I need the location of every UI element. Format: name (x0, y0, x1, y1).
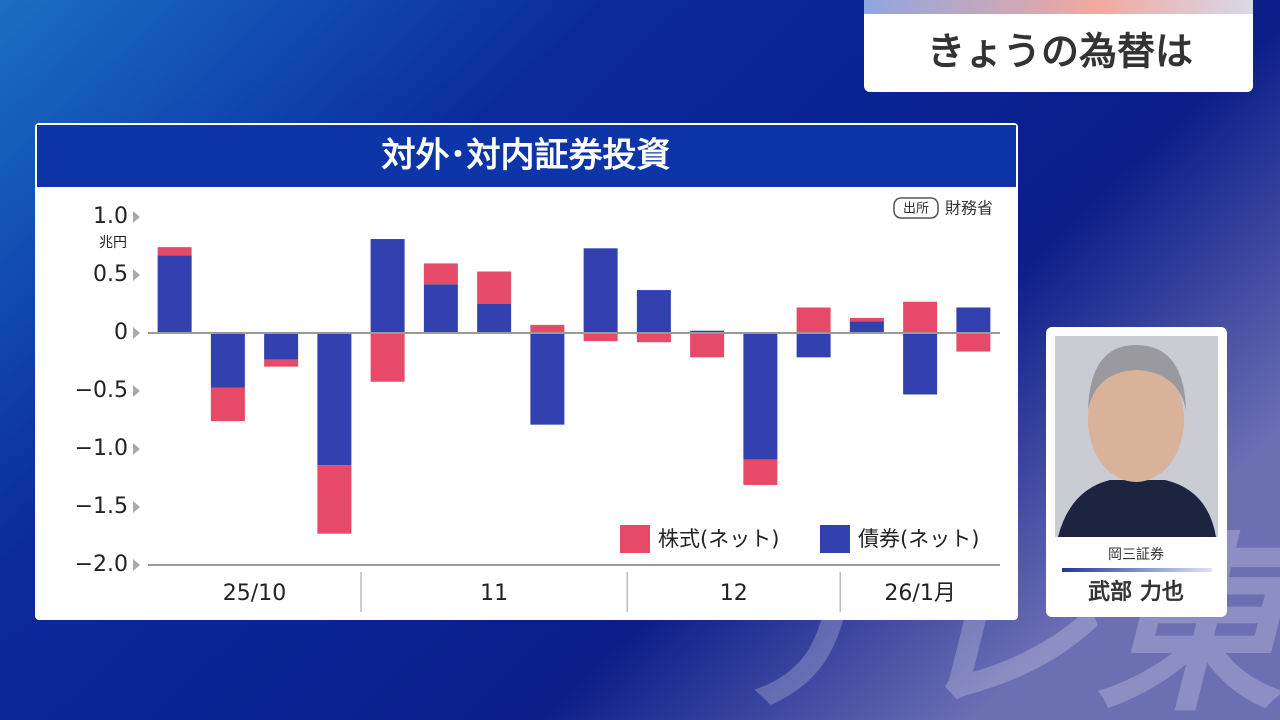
bar-segment (583, 248, 618, 333)
y-tick-label: −0.5 (75, 378, 128, 403)
bar-segment (157, 255, 192, 333)
bar-segment (956, 307, 991, 333)
source: 財務省 (945, 199, 993, 218)
bar-segment (583, 333, 618, 342)
bar-segment (530, 324, 565, 333)
bar-segment (370, 239, 405, 333)
x-group-label: 25/10 (223, 581, 286, 606)
bar-segment (317, 333, 352, 466)
y-tick-mark (133, 501, 140, 513)
chart-title: 対外･対内証券投資 (382, 136, 671, 176)
legend-swatch (820, 525, 850, 553)
bar-segment (157, 247, 192, 256)
bar-segment (264, 359, 299, 367)
source-tag: 出所 (903, 202, 929, 217)
bar-segment (956, 333, 991, 352)
y-tick-mark (133, 443, 140, 455)
bar-segment (690, 333, 725, 358)
header-box (864, 0, 1253, 92)
x-group-label: 26/1月 (884, 581, 955, 606)
x-group-label: 11 (480, 581, 508, 606)
person-name: 武部 力也 (1088, 579, 1184, 605)
y-tick-mark (133, 559, 140, 571)
x-group-label: 12 (720, 581, 748, 606)
y-tick-mark (133, 327, 140, 339)
source-tag-box (893, 197, 939, 219)
photo-suit (1058, 480, 1216, 537)
y-tick-mark (133, 269, 140, 281)
bar-segment (317, 465, 352, 534)
y-tick-label: −1.5 (75, 494, 128, 519)
bar-segment (636, 290, 671, 333)
name-line (1062, 568, 1212, 572)
bar-segment (690, 330, 725, 333)
bar-segment (423, 263, 458, 285)
bar-segment (849, 321, 884, 333)
legend-swatch (620, 525, 650, 553)
bar-segment (743, 333, 778, 460)
bar-segment (210, 387, 245, 422)
photo-face (1088, 358, 1184, 482)
legend-label: 株式(ネット) (658, 527, 779, 551)
bar-segment (530, 333, 565, 425)
legend-label: 債券(ネット) (858, 527, 979, 551)
bar-segment (903, 301, 938, 333)
y-tick-label: 1.0 (93, 204, 128, 229)
y-tick-label: −2.0 (75, 552, 128, 577)
chart-title-bar (37, 125, 1016, 187)
header-title: きょうの為替は (927, 30, 1193, 74)
y-tick-mark (133, 211, 140, 223)
y-tick-label: 0.5 (93, 262, 128, 287)
bar-segment (636, 333, 671, 343)
bar-segment (264, 333, 299, 360)
bar-segment (743, 459, 778, 485)
unit-label: 兆円 (99, 235, 127, 251)
chart-panel (35, 123, 1018, 620)
person-company: 岡三証券 (1108, 547, 1164, 563)
bar-segment (370, 333, 405, 382)
y-tick-mark (133, 385, 140, 397)
bar-segment (210, 333, 245, 388)
bar-segment (796, 307, 831, 333)
y-tick-label: 0 (114, 320, 128, 345)
bar-segment (423, 284, 458, 333)
y-tick-label: −1.0 (75, 436, 128, 461)
bar-segment (903, 333, 938, 395)
bar-segment (477, 304, 512, 333)
photo-hair (1088, 345, 1186, 410)
header-strip (864, 0, 1253, 14)
bar-segment (477, 271, 512, 304)
bar-segment (849, 317, 884, 322)
bar-segment (796, 333, 831, 358)
